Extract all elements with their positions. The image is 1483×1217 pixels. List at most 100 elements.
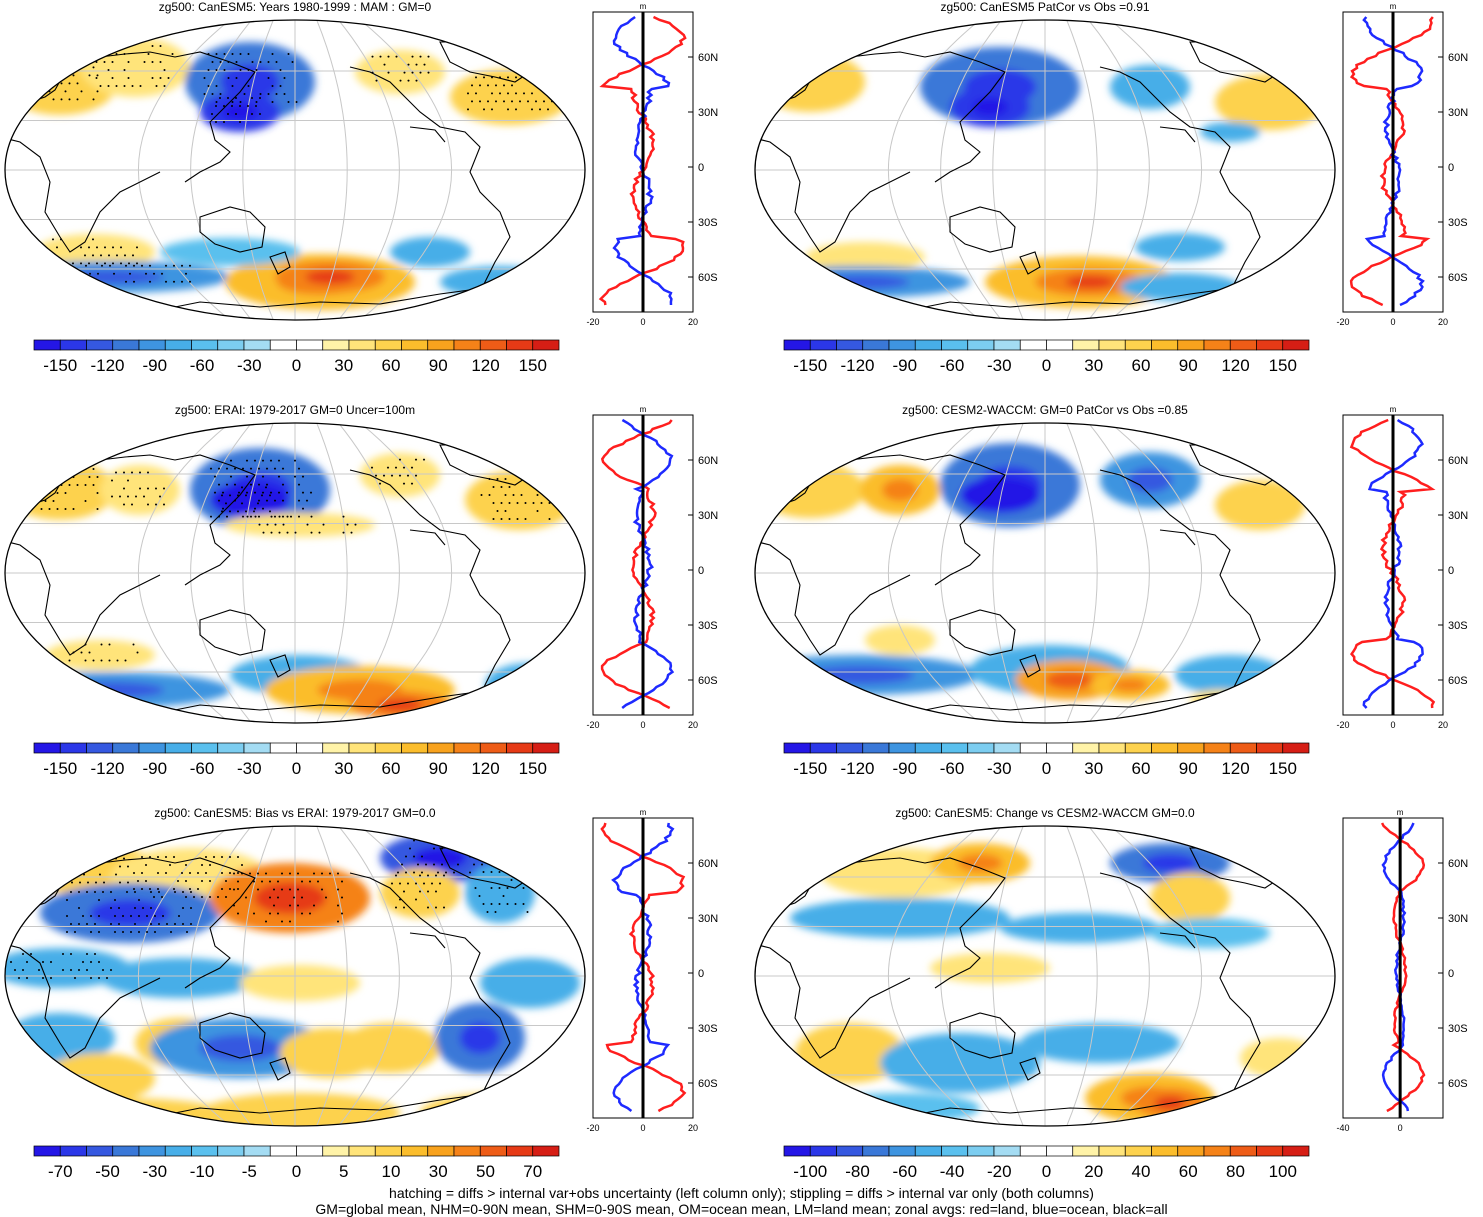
longitude-gridline	[888, 826, 981, 1126]
colorbar-swatch	[1019, 742, 1047, 754]
colorbar-swatch	[783, 1145, 811, 1157]
stipple-dot	[519, 100, 521, 103]
stipple-dot	[341, 912, 343, 915]
stipple-dot	[133, 872, 135, 874]
projection-map	[754, 19, 1336, 321]
coastline	[199, 206, 266, 253]
stipple-dot	[181, 280, 183, 283]
stipple-dot	[510, 879, 513, 881]
colorbar-swatch	[1282, 742, 1310, 754]
stipple-dot	[70, 891, 72, 893]
zonal-plot-frame	[1342, 817, 1444, 1119]
stipple-dot	[96, 90, 99, 93]
field-anomaly-contour	[200, 1093, 400, 1126]
stipple-dot	[531, 92, 533, 95]
stipple-dot	[506, 903, 509, 905]
colorbar-swatch	[532, 1145, 560, 1157]
colorbar-swatch	[532, 339, 560, 351]
colorbar-swatch	[33, 1145, 61, 1157]
stipple-dot	[371, 466, 373, 469]
stipple-dot	[134, 907, 136, 909]
stipple-dot	[350, 531, 353, 534]
stipple-dot	[297, 904, 299, 907]
longitude-gridline	[1066, 20, 1098, 320]
colorbar-swatch	[1124, 339, 1152, 351]
stipple-dot	[203, 93, 206, 95]
stipple-dot	[246, 475, 248, 478]
colorbar-tick-label: -150	[43, 759, 77, 778]
stipple-dot	[313, 904, 315, 907]
colorbar-swatch	[993, 339, 1021, 351]
stipple-dot	[262, 491, 264, 494]
stipple-dot	[98, 915, 100, 917]
stipple-dot	[215, 105, 217, 107]
colorbar-swatch	[1256, 339, 1284, 351]
colorbar-swatch	[164, 339, 192, 351]
stipple-dot	[289, 920, 291, 923]
stipple-dot	[225, 502, 227, 505]
stipple-dot	[88, 262, 90, 265]
stipple-dot	[61, 264, 63, 267]
stipple-dot	[104, 262, 106, 265]
footer-line-hatching: hatching = diffs > internal var+obs unce…	[389, 1185, 1094, 1201]
stipple-dot	[122, 931, 124, 933]
stipple-dot	[92, 254, 94, 257]
stipple-dot	[379, 55, 382, 58]
stipple-dot	[123, 69, 126, 71]
field-anomaly-core	[810, 274, 910, 290]
colorbar: -150 -120 -90 -60 -30 0 30 60 90 120 150	[783, 742, 1310, 778]
colorbar-tick-label: -150	[43, 356, 77, 375]
stipple-dot	[141, 872, 143, 874]
stipple-dot	[64, 476, 67, 478]
colorbar-swatch	[809, 1145, 837, 1157]
coastline	[1159, 529, 1196, 546]
colorbar-swatch	[86, 742, 114, 754]
stipple-dot	[134, 891, 136, 893]
field-anomaly-core	[1065, 275, 1115, 289]
stipple-dot	[96, 508, 99, 510]
field-anomaly-contour	[5, 948, 130, 988]
stipple-dot	[431, 882, 433, 885]
stipple-dot	[221, 494, 223, 497]
colorbar-swatch	[888, 339, 916, 351]
stipple-dot	[297, 888, 299, 891]
colorbar-swatch	[112, 339, 140, 351]
stipple-dot	[76, 66, 79, 69]
stipple-dot	[257, 502, 259, 505]
field-anomaly-contour	[390, 237, 470, 267]
colorbar-swatch	[59, 742, 87, 754]
longitude-gridline	[992, 20, 1024, 320]
field-anomaly-contour	[100, 958, 260, 998]
stipple-dot	[135, 495, 137, 498]
stipple-dot	[114, 899, 116, 901]
stipple-dot	[60, 468, 63, 470]
stipple-dot	[313, 872, 315, 875]
colorbar-swatch	[164, 742, 192, 754]
colorbar-tick-label: -30	[142, 1162, 167, 1181]
stipple-dot	[514, 903, 517, 905]
stipple-dot	[235, 61, 238, 63]
zonal-xtick-label: -20	[1336, 720, 1349, 730]
field-anomaly-contour	[45, 1053, 155, 1103]
stipple-dot	[67, 857, 69, 860]
coastline	[949, 609, 1016, 656]
stipple-dot	[149, 280, 151, 283]
stipple-dot	[543, 84, 545, 87]
stipple-dot	[254, 515, 257, 518]
stipple-dot	[261, 494, 263, 497]
stipple-dot	[159, 495, 161, 498]
zonal-xtick-label: 0	[640, 317, 645, 327]
stipple-dot	[86, 953, 88, 955]
stipple-dot	[178, 915, 180, 917]
colorbar-tick-label: 60	[1132, 356, 1151, 375]
stipple-dot	[57, 272, 59, 275]
stipple-dot	[278, 459, 280, 462]
stipple-dot	[56, 246, 58, 249]
stipple-dot	[62, 969, 64, 971]
stipple-dot	[427, 906, 429, 909]
stipple-dot	[185, 896, 187, 898]
stipple-dot	[141, 856, 143, 858]
stipple-dot	[407, 63, 410, 66]
coastline	[349, 469, 511, 696]
stipple-dot	[274, 499, 276, 502]
